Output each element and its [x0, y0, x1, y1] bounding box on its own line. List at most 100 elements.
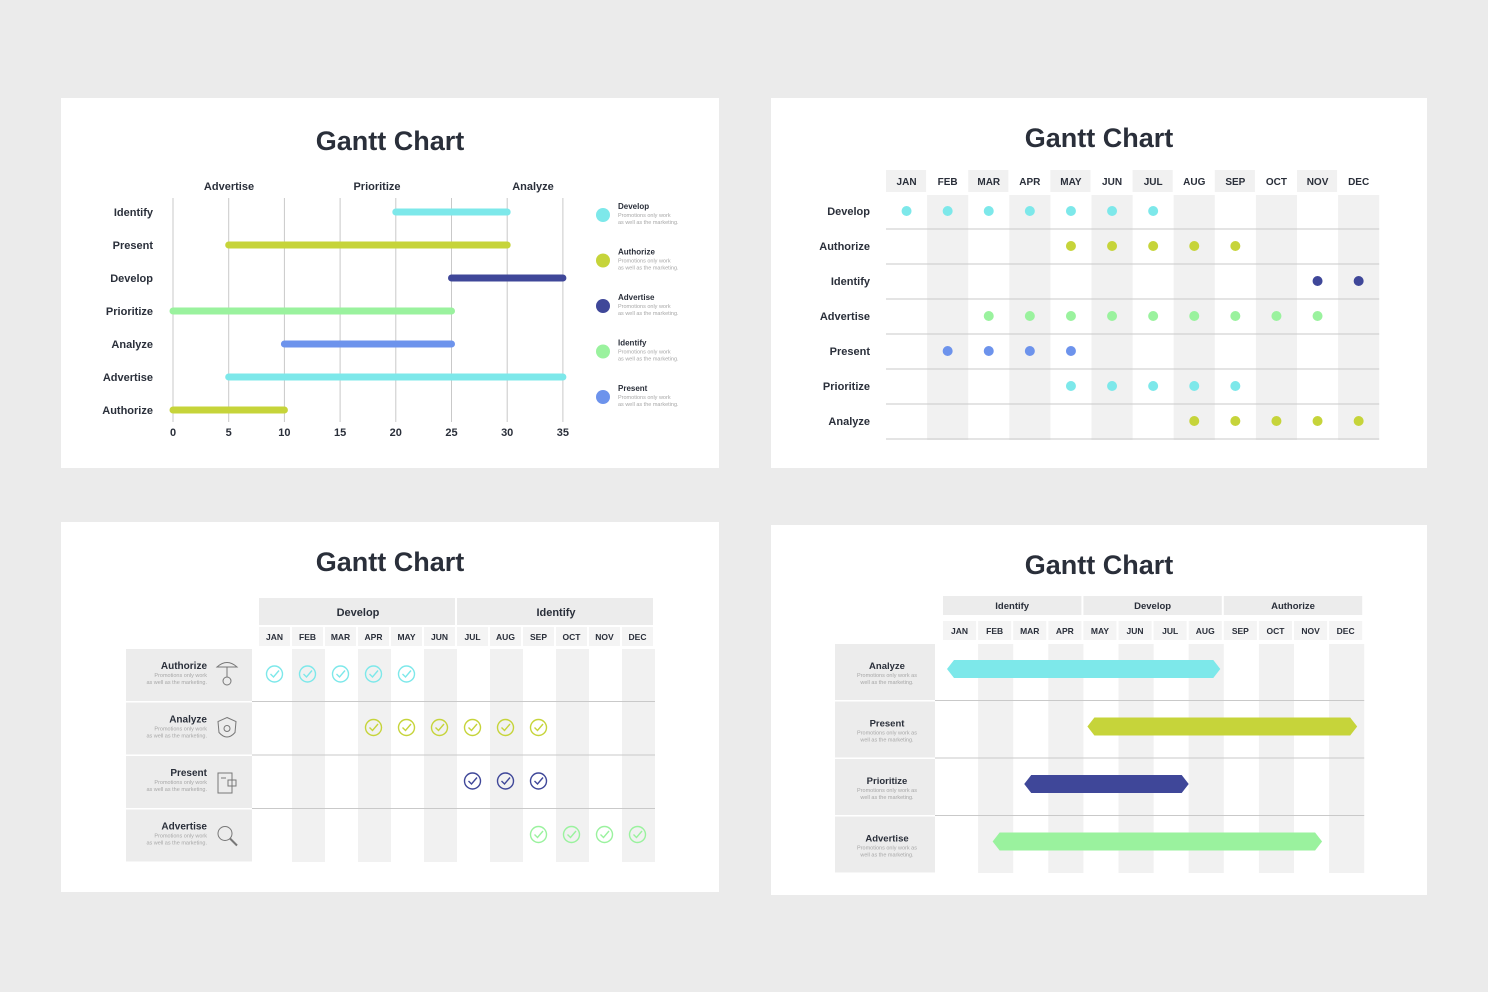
- group-header-cell: [259, 598, 455, 625]
- month-label: FEB: [938, 177, 958, 188]
- row-label: Identify: [831, 276, 871, 288]
- month-label: JUL: [1162, 626, 1178, 636]
- month-header-cell: [589, 627, 620, 646]
- pin-icon: [215, 662, 239, 686]
- card-icon: [217, 772, 237, 794]
- month-header-cell: [622, 627, 653, 646]
- month-label: FEB: [986, 626, 1003, 636]
- schedule-dot: [1107, 206, 1118, 216]
- month-header-cell: [424, 627, 455, 646]
- phase-label: Analyze: [512, 181, 554, 193]
- check-tick: [336, 670, 346, 679]
- group-header-label: Identify: [536, 607, 576, 619]
- row-desc: as well as the marketing.: [146, 734, 207, 740]
- check-circle: [496, 772, 515, 790]
- legend-desc: Promotions only work: [618, 350, 671, 356]
- month-header-cell: [968, 170, 1009, 192]
- row-desc: Promotions only work: [154, 834, 207, 840]
- check-tick: [369, 670, 379, 679]
- schedule-dot: [1230, 416, 1241, 426]
- month-label: MAR: [1020, 626, 1039, 636]
- gantt-bar: [947, 660, 1221, 678]
- schedule-dot: [901, 206, 912, 216]
- row-label: Analyze: [169, 715, 207, 726]
- checkmark-icon: [628, 825, 647, 844]
- row-label: Advertise: [820, 311, 870, 323]
- month-header-cell: [457, 627, 488, 646]
- check-circle: [265, 665, 284, 683]
- group-header-label: Authorize: [1271, 601, 1315, 612]
- schedule-dot: [1107, 381, 1118, 391]
- check-circle: [397, 665, 416, 683]
- checkmark-icon: [529, 825, 548, 844]
- schedule-dot: [983, 346, 994, 356]
- month-header-cell: [391, 627, 422, 646]
- group-header-cell: [457, 598, 653, 625]
- month-label: OCT: [1266, 626, 1285, 636]
- month-label: SEP: [530, 632, 547, 642]
- schedule-dot: [1353, 276, 1364, 286]
- icon-part: [217, 716, 237, 738]
- gantt-bar: [992, 832, 1323, 851]
- schedule-dot: [942, 346, 953, 356]
- check-tick: [435, 723, 445, 732]
- icon-part: [217, 772, 233, 794]
- magnifier-icon: [217, 826, 238, 847]
- month-header-cell: [886, 170, 927, 192]
- check-tick: [369, 723, 379, 732]
- checkmark-icon: [496, 718, 515, 737]
- month-header-cell: [1118, 621, 1152, 640]
- gantt-bar: [1024, 775, 1189, 793]
- month-label: JAN: [266, 632, 283, 642]
- check-circle: [364, 665, 383, 683]
- gantt-card-dot-matrix: Gantt Chart JAN FEB MAR APR MAY JUN JUL AUG SEP O…: [771, 98, 1427, 468]
- chart-title: Gantt Chart: [315, 547, 465, 577]
- legend-desc: Promotions only work: [618, 304, 671, 310]
- schedule-dot: [1353, 416, 1364, 426]
- schedule-dot: [1189, 311, 1200, 321]
- month-header-cell: [325, 627, 356, 646]
- month-label: AUG: [496, 632, 515, 642]
- row-label: Develop: [827, 206, 870, 218]
- group-header-label: Develop: [337, 607, 380, 619]
- schedule-dot: [1024, 311, 1035, 321]
- checkmark-icon: [331, 665, 350, 683]
- schedule-dot: [1148, 311, 1159, 321]
- legend-label: Authorize: [618, 248, 655, 257]
- month-header-cell: [1258, 621, 1292, 640]
- checkmark-icon: [562, 825, 581, 844]
- checkmark-icon: [298, 665, 317, 683]
- month-label: APR: [365, 632, 383, 642]
- icon-part: [227, 779, 237, 787]
- row-label: Advertise: [103, 372, 153, 384]
- row-label: Analyze: [111, 339, 153, 351]
- schedule-dot: [1189, 381, 1200, 391]
- month-header-cell: [259, 627, 290, 646]
- month-label: JUN: [431, 632, 448, 642]
- month-label: JAN: [897, 177, 917, 188]
- schedule-dot: [1271, 311, 1282, 321]
- month-label: JUN: [1102, 177, 1122, 188]
- check-tick: [402, 670, 412, 679]
- schedule-dot: [1148, 241, 1159, 251]
- schedule-dot: [983, 311, 994, 321]
- month-label: JUN: [1127, 626, 1144, 636]
- row-desc: Promotions only work: [154, 727, 207, 733]
- month-label: AUG: [1183, 177, 1205, 188]
- x-tick-label: 25: [445, 427, 457, 439]
- month-header-cell: [1013, 621, 1047, 640]
- x-tick-label: 30: [501, 427, 513, 439]
- legend-desc: as well as the marketing.: [618, 266, 679, 272]
- legend-desc: as well as the marketing.: [618, 311, 679, 317]
- chart-checkmark-table: Develop Identify JAN FEB MAR APR MAY JUN JUL AUG S…: [126, 598, 655, 862]
- schedule-dot: [1271, 416, 1282, 426]
- row-label: Prioritize: [867, 776, 908, 787]
- check-circle: [331, 665, 350, 683]
- check-tick: [567, 830, 577, 839]
- schedule-dot: [1024, 346, 1035, 356]
- checkmark-icon: [265, 665, 284, 683]
- checkmark-icon: [496, 772, 515, 790]
- row-label: Identify: [114, 207, 154, 219]
- schedule-dot: [1065, 206, 1076, 216]
- month-label: APR: [1019, 177, 1041, 188]
